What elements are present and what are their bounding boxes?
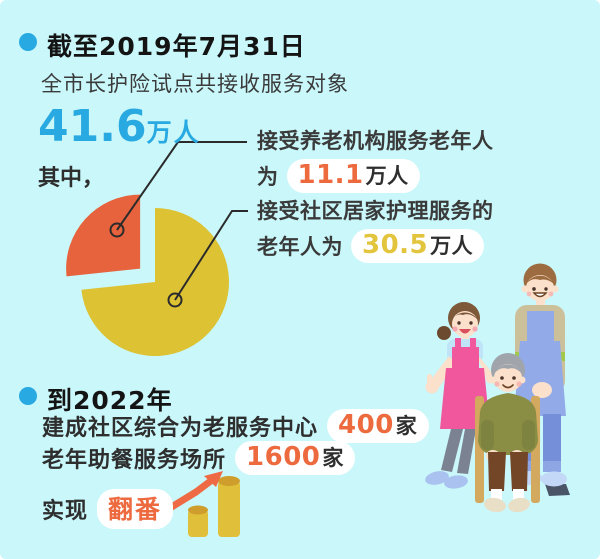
goal-meals-pill: 1600 家 xyxy=(235,441,356,475)
growth-arrow-icon xyxy=(166,471,223,512)
callout-institution-value: 11.1 xyxy=(297,160,364,190)
total-value: 41.6 xyxy=(38,101,147,152)
caregivers-elderly-illustration xyxy=(425,263,570,513)
pie-callout-lines xyxy=(109,141,248,308)
elderly-person-chair xyxy=(475,353,540,513)
section-2022-heading: 到2022年 xyxy=(47,386,173,415)
callout-community-pill: 30.5 万人 xyxy=(351,229,485,263)
doubling-cylinders-icon xyxy=(188,476,240,537)
callout-marker-community xyxy=(167,292,183,308)
callout-institution-text: 接受养老机构服务老年人 xyxy=(257,129,494,153)
pie-chart xyxy=(66,194,229,356)
goal-centers-pill: 400 家 xyxy=(327,409,429,443)
bullet-dot-icon xyxy=(19,33,37,51)
achieve-badge: 翻番 xyxy=(108,495,163,524)
goal-centers-value: 400 xyxy=(338,410,394,440)
callout-line-institution xyxy=(116,141,247,231)
total-figure: 41.6万人 xyxy=(38,105,201,149)
caregiver-woman xyxy=(425,302,497,489)
pie-slice-0 xyxy=(66,194,141,277)
callout-institution-pill: 11.1 万人 xyxy=(286,159,420,193)
goal-centers-text: 建成社区综合为老服务中心 xyxy=(42,416,319,441)
goal-meals-unit: 家 xyxy=(322,446,345,470)
section-2019-subtitle: 全市长护险试点共接收服务对象 xyxy=(41,72,349,96)
among-label: 其中， xyxy=(38,166,105,191)
goal-meals-value: 1600 xyxy=(246,442,321,472)
callout-line-community xyxy=(174,210,248,301)
bullet-dot-icon xyxy=(19,387,37,405)
goal-meals-row: 老年助餐服务场所 1600 家 xyxy=(42,441,356,475)
achieve-row: 实现 翻番 xyxy=(42,489,174,529)
goal-meals-text: 老年助餐服务场所 xyxy=(42,448,227,473)
callout-institution: 接受养老机构服务老年人 为 11.1 万人 xyxy=(257,126,494,193)
goal-centers-row: 建成社区综合为老服务中心 400 家 xyxy=(42,409,429,443)
callout-community-unit: 万人 xyxy=(430,234,474,258)
callout-community-prefix: 老年人为 xyxy=(257,235,343,259)
section-2019-heading: 截至2019年7月31日 xyxy=(47,32,306,61)
achieve-badge-pill: 翻番 xyxy=(97,489,174,529)
total-unit: 万人 xyxy=(146,118,201,147)
callout-institution-unit: 万人 xyxy=(365,164,409,188)
callout-marker-institution xyxy=(109,222,125,238)
callout-community-value: 30.5 xyxy=(362,230,429,260)
callout-community: 接受社区居家护理服务的 老年人为 30.5 万人 xyxy=(257,196,494,263)
callout-institution-prefix: 为 xyxy=(257,165,279,189)
pie-slice-1 xyxy=(81,208,229,356)
goal-centers-unit: 家 xyxy=(395,414,418,438)
callout-community-text: 接受社区居家护理服务的 xyxy=(257,199,494,223)
achieve-label: 实现 xyxy=(42,499,89,524)
